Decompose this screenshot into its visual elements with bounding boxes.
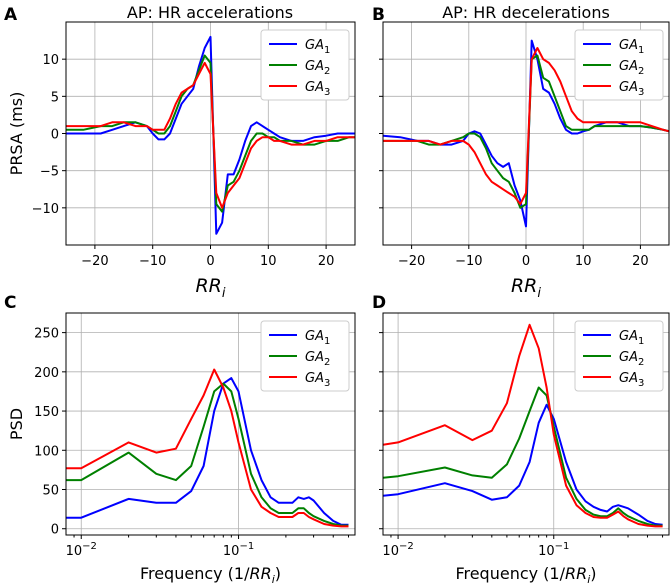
- panel-letter: D: [372, 293, 386, 313]
- y-tick-label: 50: [42, 484, 59, 499]
- panel-letter: A: [4, 5, 18, 25]
- panel-letter: C: [4, 293, 16, 313]
- x-axis-label: RRi: [511, 275, 541, 301]
- x-tick-label: 10: [260, 254, 277, 269]
- x-tick-label: 20: [318, 254, 335, 269]
- panel-letter: B: [372, 5, 385, 25]
- x-tick-label: 10−2: [66, 541, 97, 559]
- panel-b: −20 −10 0 10 20 B AP: HR decelerations RRi GA1GA…: [372, 3, 669, 301]
- y-tick-label: 10: [42, 53, 59, 68]
- y-tick-label: 5: [51, 90, 59, 105]
- x-tick-label: −20: [398, 254, 425, 269]
- y-tick-label: 0: [51, 128, 59, 143]
- x-tick-label: 20: [632, 254, 649, 269]
- y-tick-label: 150: [34, 405, 59, 420]
- x-tick-label: −10: [455, 254, 482, 269]
- x-tick-label: −10: [139, 254, 166, 269]
- y-tick-label: 250: [34, 327, 59, 342]
- x-tick-label: 10−1: [538, 541, 569, 559]
- chart-title: AP: HR accelerations: [127, 3, 293, 22]
- x-tick-label: 10−2: [382, 541, 413, 559]
- x-tick-label: 0: [522, 254, 530, 269]
- x-tick-label: −20: [81, 254, 108, 269]
- x-tick-label: 10: [575, 254, 592, 269]
- x-tick-label: 0: [206, 254, 214, 269]
- y-tick-label: 100: [34, 444, 59, 459]
- y-tick-label: 0: [51, 523, 59, 538]
- x-tick-label: 10−1: [223, 541, 254, 559]
- x-axis-label: Frequency (1/RRi): [455, 564, 596, 586]
- chart-title: AP: HR decelerations: [442, 3, 610, 22]
- y-axis-label: PRSA (ms): [7, 92, 26, 176]
- series-line-ga2: [66, 384, 349, 526]
- y-tick-label: −10: [32, 202, 59, 217]
- panel-a: −20 −10 0 10 20 −10 −5 0 5 10 A AP: HR acceleration…: [4, 3, 355, 301]
- figure-canvas: −20 −10 0 10 20 −10 −5 0 5 10 A AP: HR acceleration…: [0, 0, 671, 587]
- panel-c: 10−2 10−1 0 50 100 150 200 250 C Frequency (1/RRi…: [4, 293, 355, 586]
- series-line-ga1: [66, 378, 349, 525]
- series-line-ga2: [383, 388, 663, 526]
- x-axis-label: RRi: [195, 275, 225, 301]
- y-tick-label: −5: [40, 165, 59, 180]
- x-axis-label: Frequency (1/RRi): [140, 564, 281, 586]
- series-line-ga1: [383, 405, 663, 525]
- y-axis-label: PSD: [7, 408, 26, 440]
- y-tick-label: 200: [34, 366, 59, 381]
